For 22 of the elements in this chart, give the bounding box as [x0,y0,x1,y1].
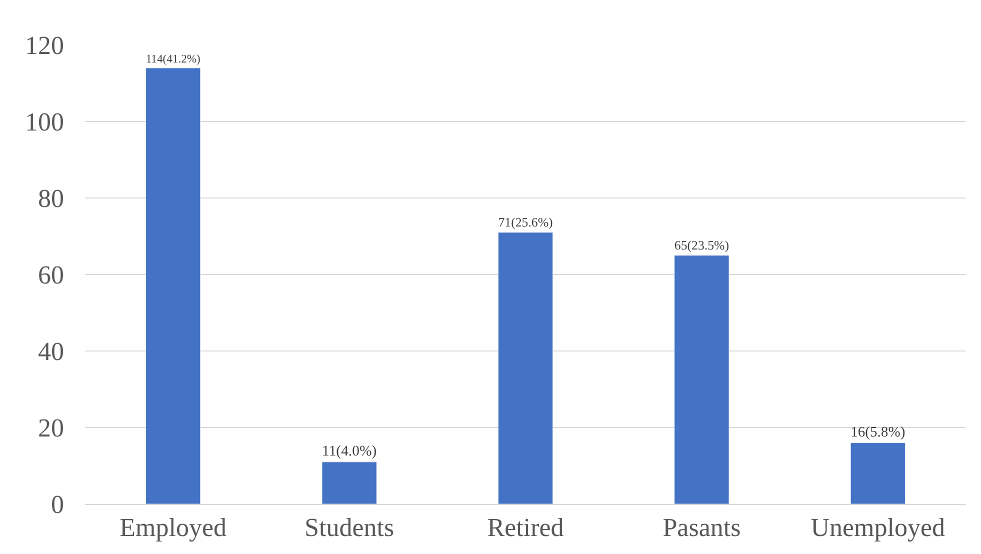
data-label: 71(25.6%) [498,215,553,230]
data-label: 114(41.2%) [146,52,201,66]
y-tick-label: 60 [38,260,64,290]
data-label: 11(4.0%) [322,444,377,460]
y-tick-label: 100 [25,108,64,137]
bar [498,232,554,504]
x-tick-label: Pasants [662,513,741,542]
bar [674,255,730,504]
bar [146,68,201,504]
x-tick-label: Unemployed [810,513,946,542]
y-tick-label: 120 [25,31,64,60]
y-tick-label: 40 [38,337,64,366]
bar [322,462,377,504]
x-tick-label: Employed [120,513,227,542]
x-tick-label: Students [304,513,394,542]
x-tick-label: Retired [487,513,564,542]
data-label: 16(5.8%) [850,424,906,440]
bar [850,442,906,504]
data-label: 65(23.5%) [674,238,729,252]
y-tick-label: 20 [38,414,64,443]
y-tick-label: 80 [38,184,64,214]
y-tick-label: 0 [51,490,64,520]
